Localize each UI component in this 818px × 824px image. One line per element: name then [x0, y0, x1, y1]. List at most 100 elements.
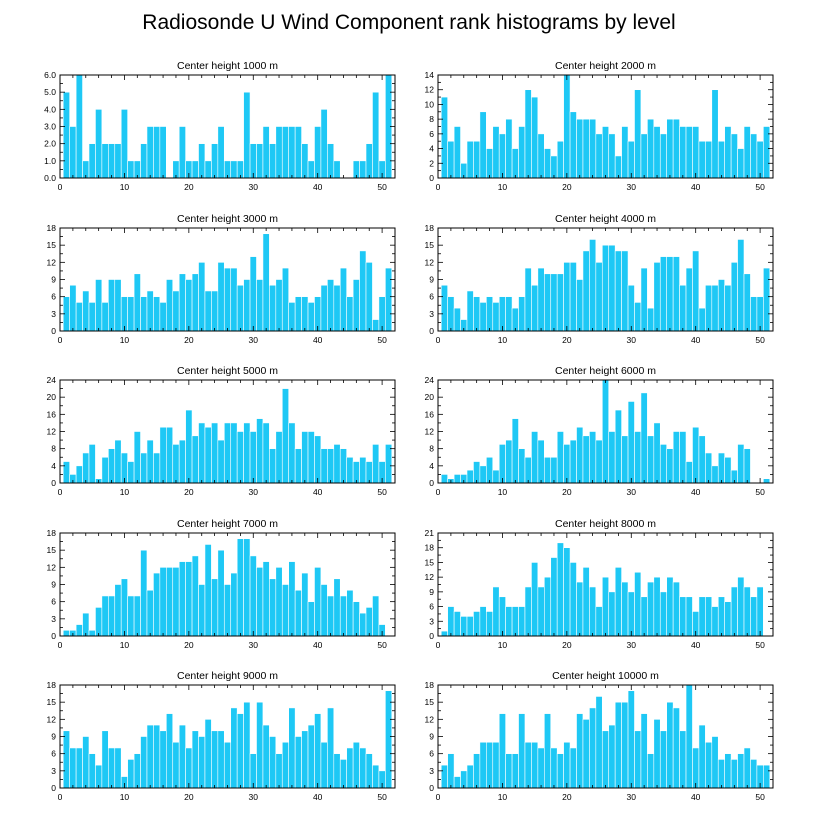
bar — [191, 160, 199, 179]
bar — [75, 624, 83, 637]
bar — [327, 595, 335, 637]
bar — [146, 724, 154, 789]
bar — [140, 736, 148, 789]
bar — [621, 701, 629, 789]
bar — [101, 456, 109, 484]
bar — [294, 736, 302, 789]
x-tick-label: 50 — [377, 335, 387, 345]
bar — [359, 456, 367, 484]
bar — [262, 233, 270, 332]
bar — [634, 730, 642, 789]
y-tick-label: 10 — [425, 99, 435, 109]
bar — [288, 126, 296, 179]
x-tick-label: 0 — [58, 792, 63, 802]
y-tick-label: 6.0 — [44, 70, 56, 80]
bar — [365, 143, 373, 179]
bar — [288, 422, 296, 484]
bar — [301, 431, 309, 484]
x-tick-label: 0 — [58, 487, 63, 497]
bar — [756, 586, 764, 637]
bar — [453, 307, 461, 332]
y-tick-label: 4 — [429, 461, 434, 471]
bar — [556, 753, 564, 789]
bar — [492, 469, 500, 484]
bar — [307, 302, 315, 332]
bar — [505, 753, 513, 789]
bar — [198, 584, 206, 637]
bar — [563, 262, 571, 332]
x-tick-label: 50 — [377, 487, 387, 497]
y-tick-label: 18 — [425, 223, 435, 233]
bar — [750, 133, 758, 179]
bar — [243, 538, 251, 637]
x-tick-label: 10 — [498, 640, 508, 650]
bar — [146, 126, 154, 179]
bar — [724, 126, 732, 179]
y-tick-label: 21 — [425, 528, 435, 538]
bar — [114, 143, 122, 179]
y-tick-label: 2.0 — [44, 139, 56, 149]
bar — [440, 96, 448, 179]
bar — [473, 140, 481, 179]
bar — [582, 250, 590, 332]
bar — [191, 730, 199, 789]
bar — [440, 630, 448, 637]
y-tick-label: 5.0 — [44, 87, 56, 97]
bar — [666, 448, 674, 484]
bar — [486, 296, 494, 332]
bar — [640, 133, 648, 179]
bar — [95, 607, 103, 637]
bar — [659, 730, 668, 789]
bar — [698, 140, 706, 179]
x-tick-label: 40 — [313, 335, 323, 345]
bar — [365, 607, 373, 637]
y-tick-label: 20 — [425, 392, 435, 402]
bar — [114, 747, 122, 789]
x-tick-label: 0 — [436, 792, 441, 802]
x-tick-label: 40 — [313, 792, 323, 802]
bar — [672, 581, 680, 637]
bar — [627, 284, 635, 332]
bar — [692, 747, 700, 789]
bar — [518, 606, 526, 637]
y-tick-label: 9 — [51, 275, 56, 285]
y-tick-label: 0 — [429, 783, 434, 793]
bar — [705, 741, 713, 789]
y-tick-label: 12 — [425, 257, 435, 267]
panel-5: Center height 5000 m 0 4 8 12 16 20 24 0 10 20 30 40… — [47, 365, 396, 497]
bar — [95, 764, 103, 789]
bar — [473, 753, 481, 789]
bar — [711, 465, 719, 484]
panel-7: Center height 7000 m 0 3 6 9 12 15 18 0 10 20 30 40 5… — [47, 518, 396, 650]
bar — [236, 538, 244, 637]
y-tick-label: 6 — [429, 749, 434, 759]
bar — [473, 461, 481, 484]
bar — [730, 586, 738, 637]
bar — [621, 435, 629, 484]
x-tick-label: 0 — [436, 487, 441, 497]
bar — [685, 684, 693, 789]
bar — [346, 747, 354, 789]
bar — [372, 595, 380, 637]
bar — [217, 549, 225, 637]
bar — [556, 542, 564, 637]
bar — [327, 143, 335, 179]
bar — [743, 586, 751, 637]
y-tick-label: 0 — [429, 173, 434, 183]
bar — [453, 776, 461, 789]
bar — [101, 730, 109, 789]
bar — [243, 91, 251, 179]
x-tick-label: 10 — [120, 792, 130, 802]
x-tick-label: 0 — [436, 640, 441, 650]
bar — [614, 701, 622, 789]
bar — [211, 578, 219, 637]
bar — [634, 431, 642, 484]
bar — [640, 596, 648, 637]
panels-container: Center height 1000 m 0.0 1.0 2.0 3.0 4.0 5.0 6.… — [44, 60, 774, 802]
bar — [486, 741, 494, 789]
x-tick-label: 10 — [498, 792, 508, 802]
bar — [601, 730, 610, 789]
bar — [466, 616, 474, 637]
bar — [204, 426, 212, 484]
bar — [498, 444, 506, 484]
